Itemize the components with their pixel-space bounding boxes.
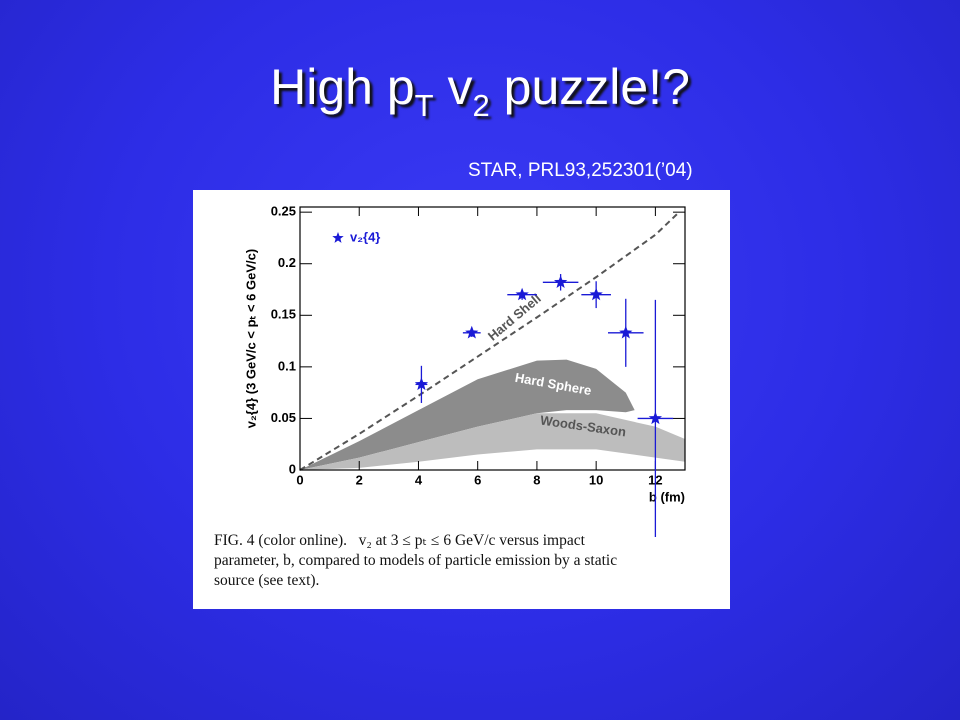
y-tick-label: 0.25 [271,204,296,219]
data-point [619,325,633,339]
model-curve [299,211,680,471]
citation: STAR, PRL93,252301(’04) [468,160,693,181]
x-tick-label: 4 [415,472,423,487]
data-point [515,287,529,301]
x-tick-label: 6 [474,472,481,487]
data-point [465,325,479,339]
data-point [648,411,662,425]
caption-line: source (see text). [214,572,320,589]
title-text: v [433,59,473,115]
caption-line: parameter, b, compared to models of part… [214,552,618,569]
y-tick-label: 0.05 [271,410,296,425]
title-text: puzzle!? [489,59,690,115]
legend-marker [332,232,344,243]
title-subscript: T [414,88,434,123]
x-tick-label: 2 [356,472,363,487]
y-tick-label: 0.15 [271,307,296,322]
y-tick-label: 0 [289,461,296,476]
x-tick-label: 0 [296,472,303,487]
x-tick-label: 10 [589,472,603,487]
title-subscript: 2 [472,88,490,123]
plot-frame [299,206,686,471]
x-tick-label: 8 [533,472,540,487]
caption: FIG. 4 (color online). v₂ at 3 ≤ pₜ ≤ 6 … [214,531,714,591]
slide-title: High pT v2 puzzle!? [0,58,960,124]
data-point [589,287,603,301]
x-axis-label: b (fm) [649,489,685,504]
caption-line: FIG. 4 (color online). v₂ at 3 ≤ pₜ ≤ 6 … [214,532,585,549]
data-point [414,377,429,391]
y-tick-label: 0.2 [278,255,296,270]
annotation: Hard Shell [485,291,544,344]
model-band [300,359,635,470]
data-point [554,275,568,288]
legend-label: v₂{4} [350,229,380,244]
title-text: High p [270,59,415,115]
model-band [300,413,685,470]
y-axis-label: v₂{4} (3 GeV/c < pₜ < 6 GeV/c) [243,249,258,428]
y-tick-label: 0.1 [278,358,296,373]
